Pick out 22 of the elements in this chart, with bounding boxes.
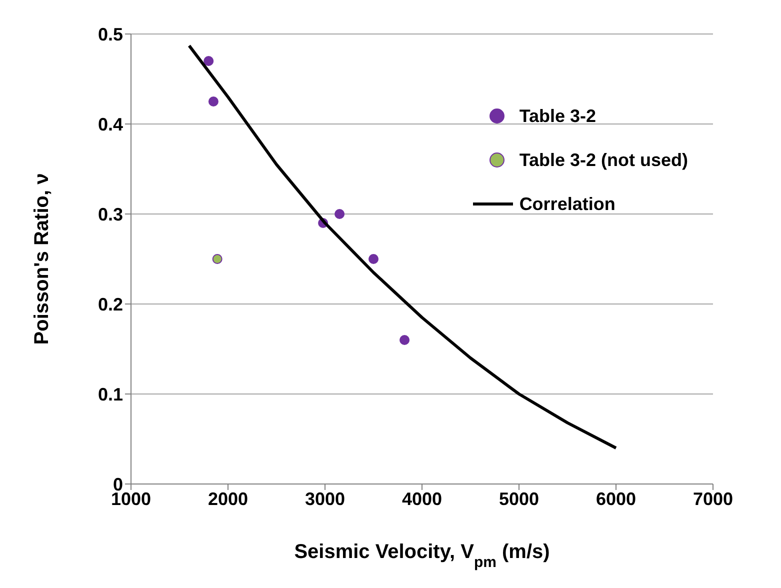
- x-tick-label: 4000: [402, 488, 442, 509]
- x-tick-label: 5000: [498, 488, 540, 509]
- x-tick-label: 3000: [304, 488, 346, 509]
- point: [208, 96, 218, 107]
- point: [400, 334, 410, 346]
- point: [334, 208, 345, 220]
- legend-label: Table 3-2 (not used): [519, 149, 688, 172]
- legend-label: Table 3-2: [519, 105, 596, 128]
- y-tick-label: 0.5: [98, 24, 123, 44]
- point: [212, 254, 222, 264]
- x-axis-title: Seismic Velocity, V$_{pm}$ (m/s): [294, 541, 550, 570]
- x-tick-label: 6000: [596, 488, 636, 509]
- point: [368, 254, 379, 264]
- y-tick-label: 0.4: [98, 114, 123, 134]
- y-tick-label: 0.3: [98, 204, 123, 224]
- x-tick-label: 2000: [208, 488, 248, 509]
- y-tick-label: 0.2: [98, 294, 123, 314]
- x-tick-label: 7000: [692, 488, 734, 509]
- legend-label: Correlation: [519, 193, 616, 216]
- point: [204, 56, 214, 66]
- y-tick-label: 0.1: [98, 384, 123, 404]
- y-axis-title: Poisson's Ratio, ν: [31, 173, 53, 345]
